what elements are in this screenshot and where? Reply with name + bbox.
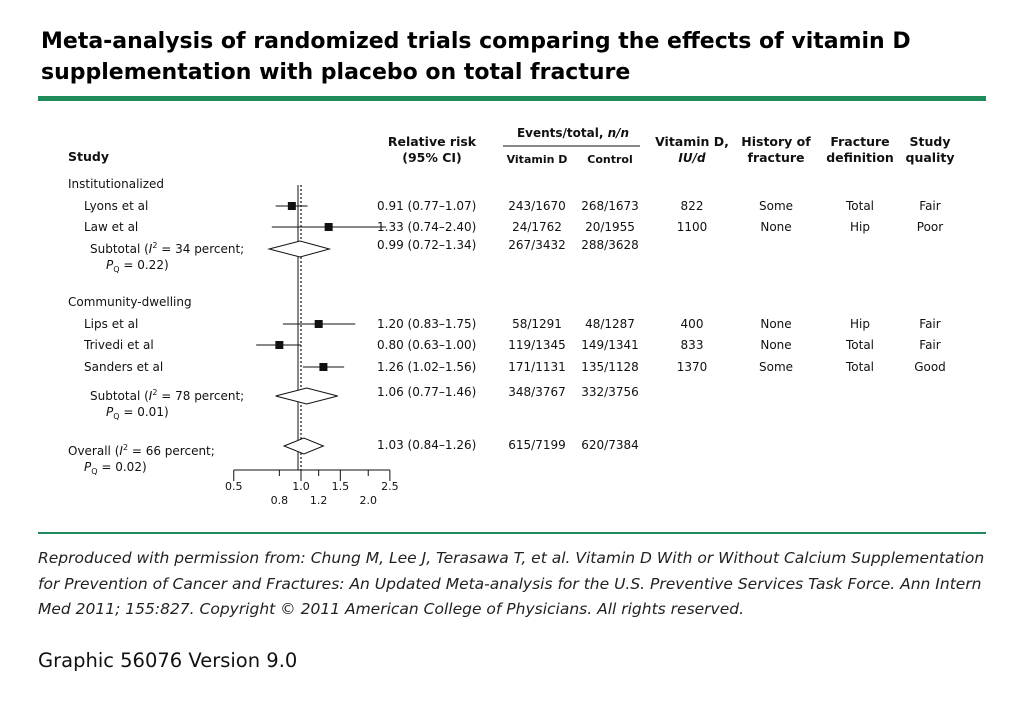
study-1-2-dose: 1370: [677, 360, 708, 374]
axis-tick-label-top-1: 1.0: [292, 480, 310, 493]
subtotal-1-diamond: [275, 387, 338, 405]
subtotal-1-vitd-events: 348/3767: [508, 385, 566, 399]
header-dose-unit: IU/d: [678, 151, 706, 165]
study-0-1-point: [324, 223, 333, 231]
study-0-0-label: Lyons et al: [84, 199, 148, 213]
header-quality: Study: [910, 134, 951, 149]
subtotal-1-label-line2: PQ = 0.01): [106, 405, 169, 421]
header-control-events: Control: [587, 153, 632, 166]
overall-label-line2: PQ = 0.02): [84, 460, 147, 476]
top-divider: [38, 96, 986, 101]
group-label-0: Institutionalized: [68, 177, 164, 191]
header-definition-2: definition: [826, 150, 894, 165]
overall-label-line1: Overall (I2 = 66 percent;: [68, 443, 215, 458]
axis-tick-label-top-3: 2.5: [381, 480, 399, 493]
study-1-0-control-events: 48/1287: [585, 317, 635, 331]
axis-tick-label-bottom-0: 0.8: [271, 494, 289, 507]
study-1-2-history: Some: [759, 360, 793, 374]
study-1-1-rr-text: 0.80 (0.63–1.00): [377, 338, 476, 352]
study-0-0-dose: 822: [681, 199, 704, 213]
subtotal-1-label-line1: Subtotal (I2 = 78 percent;: [90, 388, 244, 403]
header-vitamin-d-events: Vitamin D: [507, 153, 568, 166]
study-0-0-vitd-events: 243/1670: [508, 199, 566, 213]
study-1-0-quality: Fair: [919, 317, 940, 331]
study-1-0-point: [314, 320, 323, 328]
study-0-1-vitd-events: 24/1762: [512, 220, 562, 234]
study-0-1-label: Law et al: [84, 220, 138, 234]
study-1-2-label: Sanders et al: [84, 360, 163, 374]
subtotal-0-label-line2: PQ = 0.22): [106, 258, 169, 274]
axis-tick-label-top-2: 1.5: [332, 480, 350, 493]
subtotal-0-label-line1: Subtotal (I2 = 34 percent;: [90, 241, 244, 256]
study-1-1-definition: Total: [845, 338, 874, 352]
study-1-2-vitd-events: 171/1131: [508, 360, 566, 374]
overall-diamond: [282, 437, 325, 455]
overall-control-events: 620/7384: [581, 438, 639, 452]
subtotal-0-control-events: 288/3628: [581, 238, 639, 252]
header-dose: Vitamin D,: [655, 134, 729, 149]
study-0-0-point: [287, 202, 296, 210]
header-quality-2: quality: [906, 150, 955, 165]
axis-tick-label-top-0: 0.5: [225, 480, 243, 493]
study-1-2-definition: Total: [845, 360, 874, 374]
study-1-2-quality: Good: [914, 360, 946, 374]
study-1-2-rr-text: 1.26 (1.02–1.56): [377, 360, 476, 374]
subtotal-0-rr-text: 0.99 (0.72–1.34): [377, 238, 476, 252]
header-ci: (95% CI): [402, 150, 462, 165]
group-label-1: Community-dwelling: [68, 295, 192, 309]
study-1-1-label: Trivedi et al: [83, 338, 154, 352]
header-history-2: fracture: [748, 150, 805, 165]
axis-tick-label-bottom-1: 1.2: [310, 494, 328, 507]
study-1-0-dose: 400: [681, 317, 704, 331]
study-0-1-control-events: 20/1955: [585, 220, 635, 234]
study-1-1-dose: 833: [681, 338, 704, 352]
study-0-0-definition: Total: [845, 199, 874, 213]
study-1-0-definition: Hip: [850, 317, 870, 331]
study-1-2-control-events: 135/1128: [581, 360, 639, 374]
subtotal-1-control-events: 332/3756: [581, 385, 639, 399]
plot-layer: [233, 145, 640, 481]
study-1-0-vitd-events: 58/1291: [512, 317, 562, 331]
subtotal-0-vitd-events: 267/3432: [508, 238, 566, 252]
source-caption: Reproduced with permission from: Chung M…: [38, 549, 985, 618]
axis-tick-label-bottom-2: 2.0: [359, 494, 377, 507]
study-1-1-quality: Fair: [919, 338, 940, 352]
graphic-version-label: Graphic 56076 Version 9.0: [38, 649, 298, 672]
header-events-total: Events/total, n/n: [517, 126, 629, 140]
study-0-1-quality: Poor: [917, 220, 943, 234]
study-1-0-rr-text: 1.20 (0.83–1.75): [377, 317, 476, 331]
study-0-0-quality: Fair: [919, 199, 940, 213]
study-1-0-label: Lips et al: [84, 317, 138, 331]
header-definition: Fracture: [830, 134, 889, 149]
study-1-1-point: [275, 341, 284, 349]
figure-title: Meta-analysis of randomized trials compa…: [41, 29, 911, 85]
study-0-1-history: None: [760, 220, 791, 234]
study-0-0-history: Some: [759, 199, 793, 213]
study-0-1-definition: Hip: [850, 220, 870, 234]
study-0-1-dose: 1100: [677, 220, 708, 234]
study-1-1-history: None: [760, 338, 791, 352]
subtotal-1-rr-text: 1.06 (0.77–1.46): [377, 385, 476, 399]
study-1-0-history: None: [760, 317, 791, 331]
overall-rr-text: 1.03 (0.84–1.26): [377, 438, 476, 452]
text-layer: Study Relative risk(95% CI) Events/total, …: [68, 126, 954, 507]
study-1-1-control-events: 149/1341: [581, 338, 639, 352]
study-0-0-control-events: 268/1673: [581, 199, 639, 213]
study-1-1-vitd-events: 119/1345: [508, 338, 566, 352]
study-0-1-rr-text: 1.33 (0.74–2.40): [377, 220, 476, 234]
bottom-divider: [38, 532, 986, 534]
header-history: History of: [741, 134, 811, 149]
overall-vitd-events: 615/7199: [508, 438, 566, 452]
subtotal-0-diamond: [267, 240, 332, 258]
study-0-0-rr-text: 0.91 (0.77–1.07): [377, 199, 476, 213]
study-1-2-point: [319, 363, 328, 371]
header-relative-risk: Relative risk: [388, 134, 477, 149]
header-study: Study: [68, 149, 109, 164]
